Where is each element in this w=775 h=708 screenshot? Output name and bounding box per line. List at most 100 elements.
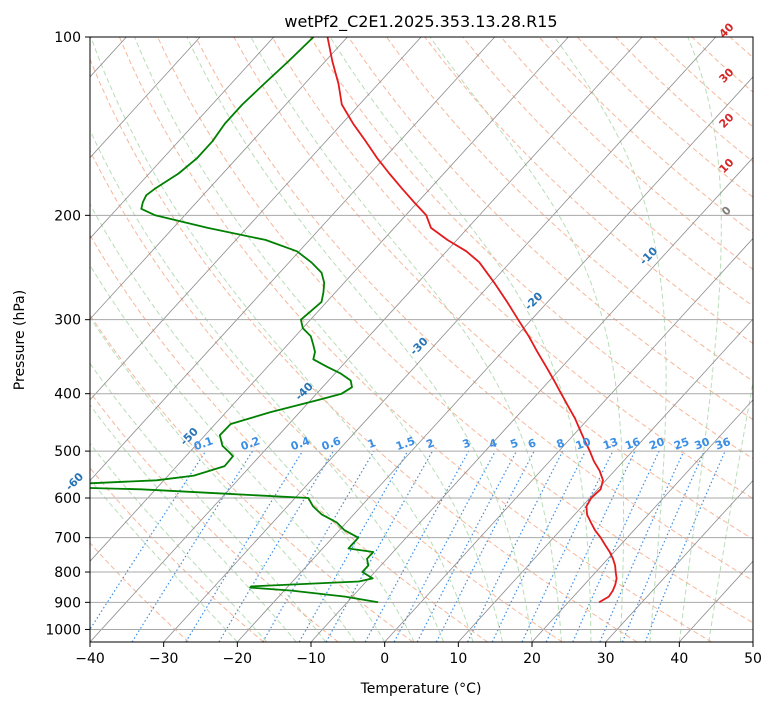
mixing-ratio-label: 5 (508, 436, 520, 451)
y-tick-label: 500 (54, 444, 81, 460)
y-tick-label: 900 (54, 595, 81, 611)
isotherm-line (90, 37, 422, 401)
dewpoint-profile-line (90, 37, 379, 604)
mixing-ratio-label: 0.6 (320, 434, 343, 453)
isotherm-line (163, 37, 717, 642)
y-tick-label: 400 (54, 387, 81, 403)
moist-adiabat-line (250, 37, 562, 642)
mixing-ratio-label: 13 (601, 435, 620, 452)
moist-adiabat-line (90, 203, 415, 642)
mixing-ratio-label: 0.4 (289, 434, 312, 453)
mixing-ratio-line (599, 450, 685, 642)
isotherm-line (458, 318, 753, 642)
moist-adiabat-line (90, 442, 268, 642)
y-tick-label: 300 (54, 313, 81, 329)
mixing-ratio-label: 2 (424, 436, 436, 451)
moist-adiabat-line (90, 404, 297, 642)
mixing-ratio-label: 10 (574, 435, 593, 453)
moist-adiabat-line (90, 264, 386, 642)
y-tick-label: 600 (54, 491, 81, 507)
isotherm-line (90, 37, 348, 320)
mixing-ratio-label: 36 (713, 435, 732, 453)
mixing-ratio-line (572, 450, 660, 642)
dry-adiabat-line (309, 37, 753, 460)
moist-adiabat-line (553, 37, 667, 642)
dry-adiabat-line (90, 58, 638, 642)
mixing-ratio-label: 20 (647, 435, 666, 453)
moist-adiabat-line (90, 478, 238, 642)
mixing-ratio-line (325, 450, 434, 642)
y-tick-label: 100 (54, 30, 81, 46)
x-tick-label: 30 (597, 651, 615, 667)
y-tick-label: 200 (54, 208, 81, 224)
mixing-ratio-label: 0.1 (192, 434, 215, 453)
mixing-ratio-label: 6 (526, 436, 538, 451)
mixing-ratio-label: 25 (672, 435, 691, 452)
dry-adiabat-line (271, 37, 753, 500)
mixing-ratio-label: 1.5 (394, 434, 417, 453)
x-tick-label: −30 (149, 651, 179, 667)
isotherm-line (90, 37, 643, 642)
mixing-ratio-label: 3 (461, 436, 473, 451)
mixing-ratio-label: 0.2 (239, 434, 262, 453)
moist-adiabat-line (329, 37, 592, 642)
moist-adiabat-line (134, 37, 503, 642)
temperature-profile-line (326, 37, 618, 604)
x-tick-label: 50 (744, 651, 762, 667)
isotherm-line (237, 76, 753, 642)
x-tick-label: 10 (449, 651, 467, 667)
isotherm-line (752, 641, 753, 642)
isotherm-line (605, 479, 753, 642)
isotherm-line (90, 37, 201, 159)
mixing-ratio-line (131, 450, 254, 642)
x-axis-label: Temperature (°C) (360, 681, 482, 697)
dry-adiabat-line (768, 37, 775, 642)
dry-adiabat-line (424, 37, 753, 344)
mixing-ratio-line (466, 450, 564, 642)
x-tick-label: 20 (523, 651, 541, 667)
y-tick-label: 700 (54, 531, 81, 547)
dry-adiabat-line (195, 37, 753, 582)
plot-background (90, 37, 753, 642)
dry-adiabat-line (90, 391, 339, 642)
mixing-ratio-label: 16 (623, 435, 642, 453)
mixing-ratio-line (621, 450, 705, 642)
y-tick-label: 1000 (45, 622, 81, 638)
dry-adiabat-line (90, 149, 563, 642)
y-tick-label: 800 (54, 565, 81, 581)
isotherm-line (90, 37, 496, 482)
dry-adiabat-line (118, 37, 712, 642)
isotherm-line (531, 399, 753, 642)
x-tick-label: −20 (223, 651, 253, 667)
x-tick-label: 0 (380, 651, 389, 667)
moist-adiabat-line (678, 37, 722, 642)
x-tick-label: −10 (296, 651, 326, 667)
y-axis-label: Pressure (hPa) (12, 290, 28, 390)
x-tick-label: −40 (75, 651, 105, 667)
mixing-ratio-line (185, 450, 304, 642)
chart-title: wetPf2_C2E1.2025.353.13.28.R15 (284, 12, 557, 32)
mixing-ratio-line (393, 450, 496, 642)
moist-adiabat-line (90, 316, 356, 642)
moist-adiabat-line (90, 37, 474, 642)
isotherm-line (90, 37, 275, 239)
plot-frame (89, 36, 754, 643)
moist-adiabat-line (90, 128, 445, 642)
dry-adiabat-line (90, 313, 414, 642)
dry-adiabat-line (386, 37, 753, 382)
mixing-ratio-label: 8 (555, 436, 567, 451)
dry-adiabat-label: -60 (63, 470, 86, 493)
isotherm-line (310, 157, 753, 642)
mixing-ratio-label: 30 (693, 435, 712, 453)
isotherm-line (384, 237, 753, 642)
x-tick-label: 40 (670, 651, 688, 667)
isotherm-line (90, 37, 569, 562)
mixing-ratio-line (364, 450, 470, 642)
moist-adiabat-line (429, 37, 625, 642)
mixing-ratio-label: 4 (487, 436, 499, 451)
dry-adiabat-line (157, 37, 753, 624)
mixing-ratio-line (90, 450, 207, 631)
mixing-ratio-label: 1 (366, 436, 378, 451)
moist-adiabat-line (186, 37, 533, 642)
